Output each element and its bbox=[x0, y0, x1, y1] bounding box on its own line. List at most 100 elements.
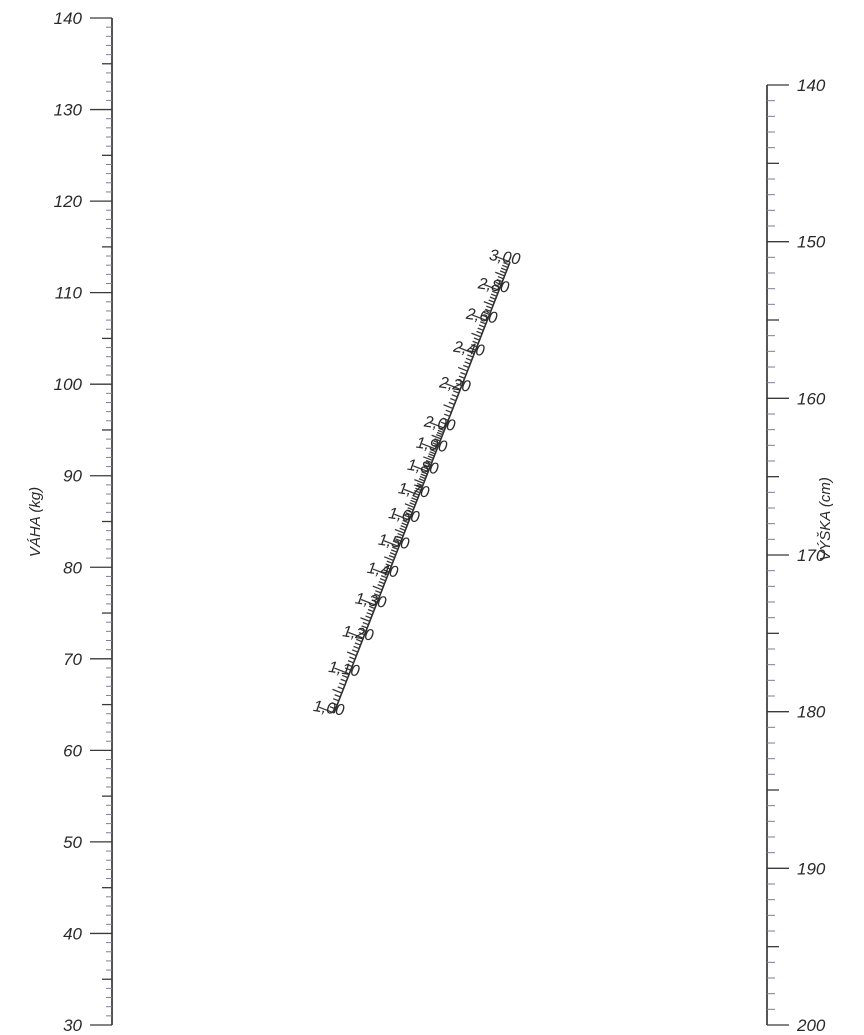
bsa-tick bbox=[389, 552, 396, 556]
bsa-tick bbox=[483, 311, 490, 316]
height-tick-label: 190 bbox=[797, 859, 826, 878]
bsa-tick bbox=[362, 621, 369, 626]
bsa-tick bbox=[379, 577, 386, 582]
bsa-tick bbox=[332, 688, 343, 694]
height-tick-label: 140 bbox=[797, 76, 826, 95]
bsa-tick bbox=[455, 382, 462, 387]
bsa-tick bbox=[383, 556, 394, 562]
bsa-tick bbox=[450, 397, 457, 402]
bsa-tick bbox=[383, 569, 390, 573]
bsa-tick bbox=[495, 271, 505, 277]
bsa-tick bbox=[377, 583, 384, 588]
bsa-tick bbox=[373, 593, 380, 597]
bsa-tick bbox=[478, 324, 485, 328]
bsa-tick bbox=[471, 332, 482, 338]
bsa-tick bbox=[386, 560, 393, 564]
bsa-tick-label: 2,60 bbox=[464, 306, 498, 328]
bsa-tick bbox=[431, 434, 442, 440]
bsa-tick bbox=[453, 390, 460, 394]
bsa-tick-label: 1,50 bbox=[377, 532, 410, 553]
bsa-tick bbox=[429, 422, 446, 430]
bsa-tick bbox=[409, 502, 416, 506]
bsa-tick bbox=[395, 538, 402, 542]
weight-tick-label: 50 bbox=[63, 833, 82, 852]
bsa-tick bbox=[365, 615, 372, 619]
bsa-tick bbox=[457, 379, 464, 383]
bsa-tick bbox=[366, 612, 373, 616]
bsa-tick bbox=[405, 512, 412, 516]
height-scale-title: VÝŠKA (cm) bbox=[817, 477, 834, 561]
bsa-tick bbox=[401, 522, 408, 526]
bsa-tick bbox=[483, 283, 500, 291]
bsa-tick bbox=[418, 478, 425, 482]
bsa-tick bbox=[344, 667, 351, 671]
bsa-tick bbox=[358, 631, 365, 636]
bsa-tick bbox=[440, 421, 447, 425]
body-surface-area-scale: 3,00 2,80 2,60 2,40 2,20 2,001,901,801,70 1,60… bbox=[312, 247, 521, 719]
bsa-tick bbox=[400, 525, 407, 529]
bsa-tick bbox=[394, 541, 401, 545]
bsa-tick bbox=[443, 404, 454, 410]
bsa-tick-label: 1,00 bbox=[312, 698, 345, 719]
bsa-tick bbox=[318, 706, 335, 714]
bsa-tick bbox=[427, 455, 434, 459]
bsa-tick bbox=[483, 301, 494, 306]
bsa-tick-label: 2,80 bbox=[476, 275, 510, 297]
bsa-tick bbox=[421, 471, 428, 475]
bsa-tick bbox=[397, 532, 404, 537]
bsa-tick bbox=[399, 527, 406, 532]
bsa-tick bbox=[425, 459, 432, 464]
bsa-tick bbox=[360, 628, 367, 632]
bsa-tick bbox=[482, 314, 489, 319]
weight-scale: 140 130 120 110 100 90 80 70 60 50 40 30 bbox=[54, 9, 113, 1035]
bsa-tick bbox=[500, 267, 507, 271]
bsa-tick-label: 1,40 bbox=[366, 560, 399, 581]
bsa-tick bbox=[356, 638, 363, 643]
height-tick-label: 170 bbox=[797, 546, 826, 565]
weight-tick-label: 140 bbox=[54, 9, 83, 28]
bsa-tick bbox=[499, 270, 506, 274]
bsa-tick bbox=[486, 305, 493, 309]
bsa-tick bbox=[494, 255, 511, 263]
bsa-tick bbox=[489, 296, 496, 300]
bsa-tick bbox=[424, 464, 431, 468]
bsa-tick-label: 1,20 bbox=[341, 623, 374, 644]
bsa-tick-label: 1,70 bbox=[397, 480, 430, 501]
bsa-tick bbox=[433, 440, 440, 444]
bsa-tick bbox=[394, 528, 405, 534]
bsa-tick bbox=[490, 293, 497, 297]
bsa-tick bbox=[437, 429, 444, 434]
bsa-tick bbox=[438, 427, 445, 432]
bsa-tick bbox=[346, 663, 353, 668]
bsa-tick bbox=[471, 314, 488, 322]
bsa-tick bbox=[372, 568, 389, 576]
bsa-tick bbox=[380, 575, 387, 579]
bsa-tick bbox=[496, 278, 503, 283]
bsa-tick bbox=[406, 509, 413, 514]
bsa-tick bbox=[346, 651, 357, 657]
bsa-tick bbox=[354, 642, 361, 646]
height-tick-label: 150 bbox=[797, 233, 826, 252]
bsa-tick bbox=[384, 566, 391, 570]
bsa-tick bbox=[360, 598, 377, 606]
bsa-tick bbox=[402, 519, 409, 524]
bsa-tick bbox=[360, 617, 370, 623]
bsa-tick-label: 1,90 bbox=[415, 435, 448, 456]
bsa-tick bbox=[375, 590, 382, 594]
bsa-tick bbox=[415, 485, 423, 489]
bsa-tick bbox=[445, 382, 461, 390]
weight-tick-label: 90 bbox=[63, 467, 82, 486]
bsa-tick bbox=[385, 563, 392, 567]
bsa-tick bbox=[368, 605, 376, 610]
bsa-tick bbox=[436, 431, 443, 436]
bsa-tick bbox=[432, 442, 439, 446]
bsa-tick bbox=[349, 656, 356, 660]
bsa-tick bbox=[469, 347, 476, 351]
bsa-tick bbox=[383, 540, 400, 548]
height-tick-label: 200 bbox=[796, 1016, 826, 1035]
bsa-tick bbox=[403, 488, 420, 496]
bsa-tick bbox=[412, 494, 419, 499]
weight-tick-label: 110 bbox=[55, 284, 83, 303]
bsa-tick bbox=[414, 479, 424, 484]
bsa-tick bbox=[332, 698, 339, 702]
